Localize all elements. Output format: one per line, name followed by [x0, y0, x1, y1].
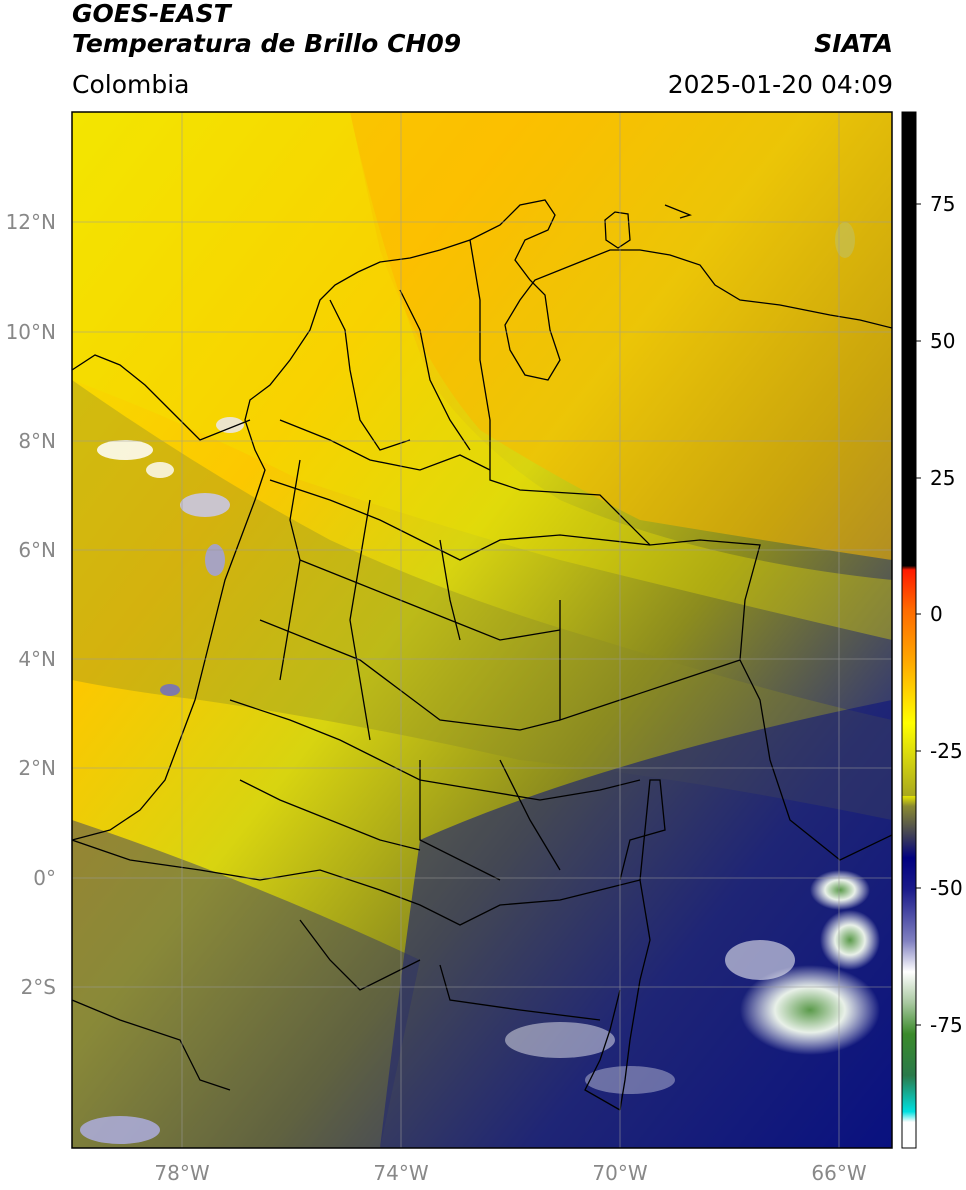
colorbar-tick-minus25: -25 [930, 739, 963, 763]
graticule [72, 112, 892, 1148]
datetime-label: 2025-01-20 04:09 [667, 70, 893, 99]
lon-label-66W: 66°W [811, 1161, 866, 1185]
satellite-image [72, 112, 892, 1148]
lat-label-4N: 4°N [18, 647, 56, 671]
title-satellite: GOES-EAST [72, 0, 231, 28]
lat-label-8N: 8°N [18, 429, 56, 453]
lat-labels: 12°N 10°N 8°N 6°N 4°N 2°N 0° 2°S [6, 210, 56, 999]
colorbar-tick-25: 25 [930, 466, 955, 490]
colorbar-tick-50: 50 [930, 329, 955, 353]
map-frame [71, 111, 893, 1149]
colorbar-tick-75: 75 [930, 192, 955, 216]
title-product: Temperatura de Brillo CH09 [72, 29, 462, 58]
colorbar-tick-minus75: -75 [930, 1013, 963, 1037]
lon-label-74W: 74°W [373, 1161, 428, 1185]
lat-label-10N: 10°N [6, 320, 56, 344]
lat-label-12N: 12°N [6, 210, 56, 234]
agency-label: SIATA [814, 29, 893, 58]
lon-label-78W: 78°W [154, 1161, 209, 1185]
colorbar-tick-0: 0 [930, 602, 943, 626]
lon-label-70W: 70°W [592, 1161, 647, 1185]
colorbar: 75 50 25 0 -25 -50 -75 [901, 111, 963, 1149]
colorbar-gradient [902, 112, 916, 1148]
colorbar-frame [901, 111, 917, 1149]
lat-label-2N: 2°N [18, 756, 56, 780]
region-label: Colombia [72, 70, 190, 99]
colorbar-tick-minus50: -50 [930, 876, 963, 900]
borders [72, 199, 892, 1111]
lat-label-2S: 2°S [21, 975, 56, 999]
lat-label-6N: 6°N [18, 538, 56, 562]
lat-label-0: 0° [33, 866, 56, 890]
lon-labels: 78°W 74°W 70°W 66°W [154, 1161, 866, 1185]
